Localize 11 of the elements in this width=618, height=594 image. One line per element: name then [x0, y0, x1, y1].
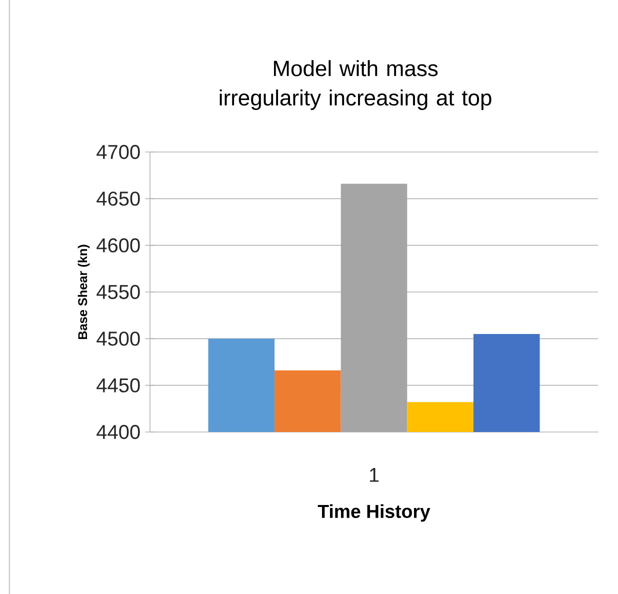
y-tick-label: 4400 [96, 424, 140, 440]
y-tick-label: 4700 [96, 144, 140, 160]
y-tick-label: 4600 [96, 238, 140, 252]
x-axis-title: Time History [318, 504, 430, 522]
y-tick-label: 4500 [96, 332, 140, 346]
chart-title: Model with mass irregularity increasing at top [220, 60, 492, 110]
x-tick-label: 1 [370, 468, 379, 482]
y-axis-title: Base Shear (kn) [78, 244, 90, 340]
y-tick-label: 4650 [96, 192, 140, 206]
y-tick-label: 4450 [96, 378, 140, 392]
y-tick-label: 4550 [96, 284, 140, 300]
